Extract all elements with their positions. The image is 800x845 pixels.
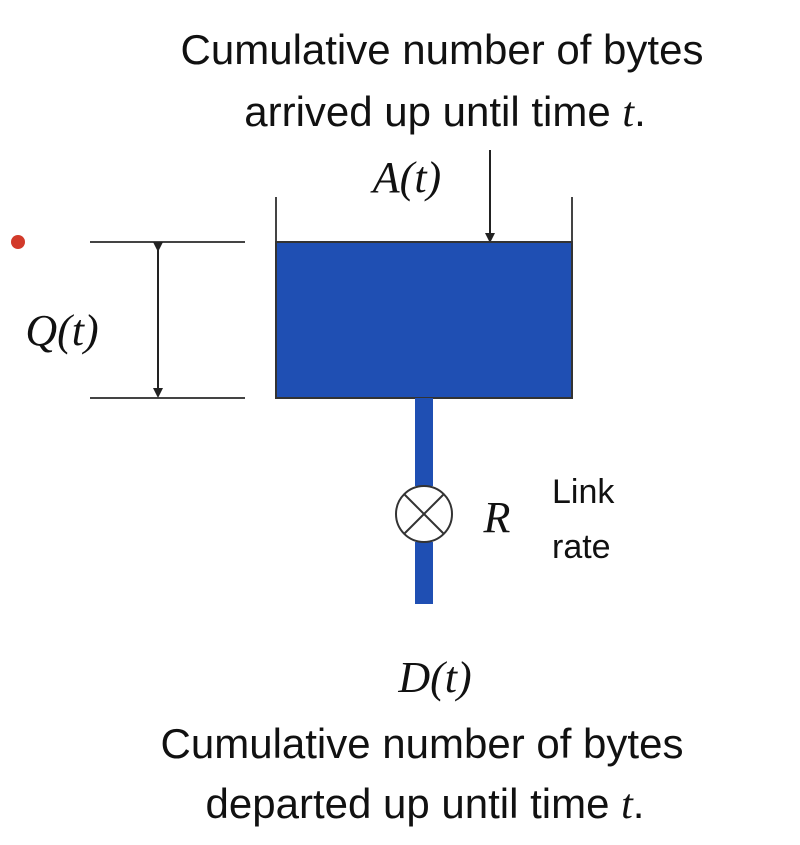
queue-water xyxy=(275,241,573,399)
top-caption-line2: arrived up until time t. xyxy=(244,88,646,136)
red-dot-marker xyxy=(11,235,25,249)
outlet-pipe-upper xyxy=(415,398,433,486)
top-caption-line1: Cumulative number of bytes xyxy=(181,26,704,73)
rate-symbol: R xyxy=(483,493,511,542)
bottom-caption-line1: Cumulative number of bytes xyxy=(161,720,684,767)
outlet-pipe-lower xyxy=(415,542,433,604)
arrival-label: A(t) xyxy=(370,153,441,202)
queue-label: Q(t) xyxy=(25,306,98,355)
bottom-caption-line2: departed up until time t. xyxy=(206,780,645,828)
valve-icon xyxy=(395,485,453,543)
departure-label: D(t) xyxy=(397,653,471,702)
link-rate-label-line2: rate xyxy=(552,528,611,566)
link-rate-label-line1: Link xyxy=(552,473,615,511)
